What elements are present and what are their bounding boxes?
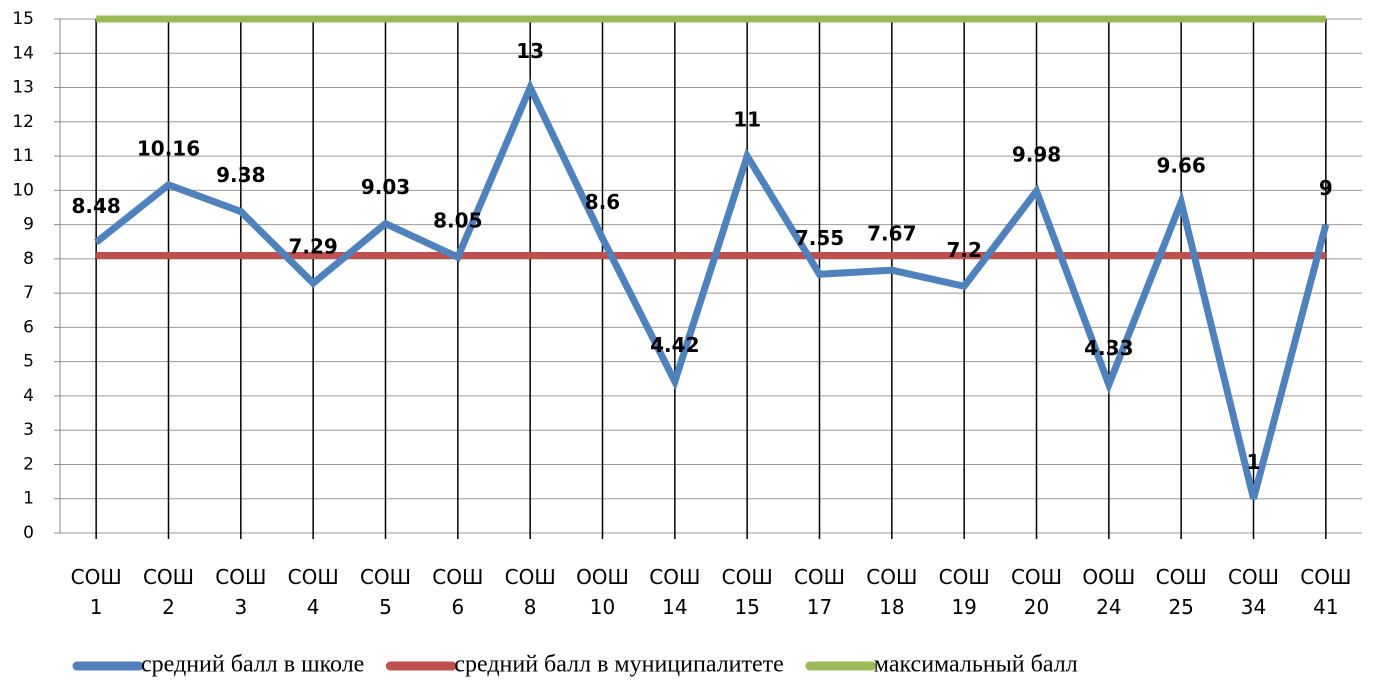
data-label: 8.48: [71, 194, 120, 218]
legend-label: средний балл в школе: [141, 652, 364, 678]
x-tick-label: СОШ 6: [432, 565, 483, 619]
y-tick-label: 5: [23, 352, 34, 372]
data-label: 4.42: [650, 333, 699, 357]
data-label: 7.67: [867, 222, 916, 246]
y-tick-label: 6: [23, 317, 34, 337]
y-tick-label: 4: [23, 386, 34, 406]
data-label: 8.6: [585, 190, 620, 214]
y-tick-label: 14: [12, 43, 34, 63]
y-tick-label: 12: [12, 112, 34, 132]
data-label: 9.03: [361, 175, 410, 199]
x-tick-label: СОШ 2: [143, 565, 194, 619]
y-tick-label: 13: [12, 78, 34, 98]
x-tick-label: СОШ 15: [722, 565, 773, 619]
x-tick-label: СОШ 41: [1300, 565, 1351, 619]
x-tick-label: СОШ 5: [360, 565, 411, 619]
data-label: 9.98: [1012, 143, 1061, 167]
legend: средний балл в школе средний балл в муниц…: [72, 652, 1078, 678]
x-tick-label: СОШ 1: [71, 565, 122, 619]
x-tick-label: СОШ 19: [939, 565, 990, 619]
series-line: [93, 79, 1330, 500]
y-tick-label: 2: [23, 454, 34, 474]
data-label: 13: [516, 39, 544, 63]
y-tick-label: 7: [23, 283, 34, 303]
data-label: 1: [1247, 450, 1261, 474]
data-label: 9: [1319, 176, 1333, 200]
x-tick-label: ООШ 24: [1082, 565, 1135, 619]
data-label: 10.16: [137, 136, 200, 160]
x-tick-label: СОШ 25: [1156, 565, 1207, 619]
data-label: 7.55: [795, 226, 844, 250]
y-tick-label: 8: [23, 249, 34, 269]
y-tick-label: 9: [23, 215, 34, 235]
data-label: 9.38: [216, 163, 265, 187]
y-tick-label: 10: [12, 180, 34, 200]
data-label: 11: [733, 108, 761, 132]
x-tick-label: СОШ 17: [794, 565, 845, 619]
data-label: 7.29: [288, 235, 337, 259]
y-tick-label: 11: [12, 146, 34, 166]
y-tick-label: 1: [23, 489, 34, 509]
data-label: 7.2: [946, 238, 981, 262]
x-tick-label: СОШ 20: [1011, 565, 1062, 619]
data-label: 9.66: [1156, 153, 1205, 177]
legend-label: средний балл в муниципалитете: [454, 652, 783, 678]
legend-label: максимальный балл: [874, 652, 1078, 678]
x-tick-label: СОШ 18: [866, 565, 917, 619]
x-tick-label: СОШ 4: [288, 565, 339, 619]
x-tick-label: СОШ 8: [505, 565, 556, 619]
x-tick-label: СОШ 14: [649, 565, 700, 619]
y-tick-label: 15: [12, 9, 34, 29]
y-tick-label: 0: [23, 523, 34, 543]
y-tick-label: 3: [23, 420, 34, 440]
x-tick-label: СОШ 34: [1228, 565, 1279, 619]
x-tick-label: СОШ 3: [215, 565, 266, 619]
data-label: 8.05: [433, 209, 482, 233]
data-label: 4.33: [1084, 336, 1133, 360]
x-tick-label: ООШ 10: [576, 565, 629, 619]
